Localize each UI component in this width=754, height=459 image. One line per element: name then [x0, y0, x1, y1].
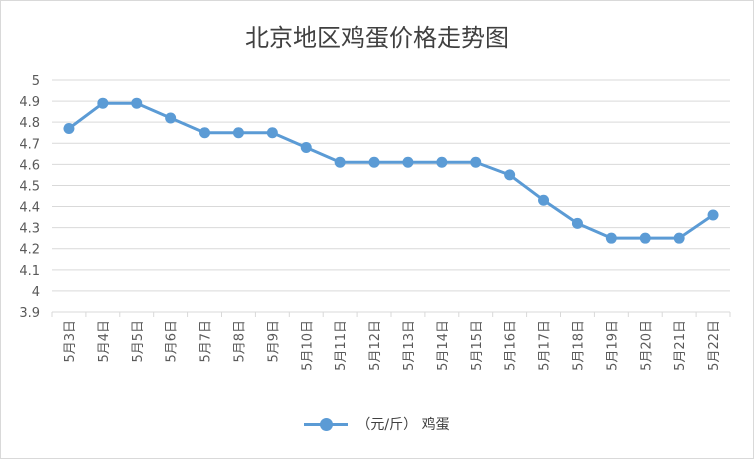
- x-tick-label: 5月5日: [131, 320, 146, 363]
- y-tick-label: 4.3: [19, 222, 40, 237]
- x-tick-label: 5月19日: [605, 320, 620, 371]
- x-tick-label: 5月14日: [436, 320, 451, 371]
- x-tick-label: 5月16日: [504, 320, 519, 371]
- data-point: [165, 112, 177, 124]
- x-tick-label: 5月20日: [639, 320, 654, 371]
- legend: （元/斤） 鸡蛋: [0, 414, 754, 434]
- data-point: [504, 169, 516, 181]
- x-tick-label: 5月7日: [199, 320, 214, 363]
- y-tick-label: 5: [32, 74, 40, 89]
- y-tick-label: 4.7: [19, 137, 40, 152]
- y-tick-label: 4.2: [19, 243, 40, 258]
- y-tick-label: 3.9: [19, 306, 40, 321]
- data-point: [639, 232, 651, 244]
- data-point: [436, 156, 448, 168]
- x-tick-label: 5月15日: [470, 320, 485, 371]
- data-point: [97, 97, 109, 109]
- data-point: [538, 194, 550, 206]
- y-tick-label: 4.9: [19, 95, 40, 110]
- x-tick-label: 5月12日: [368, 320, 383, 371]
- x-tick-label: 5月13日: [402, 320, 417, 371]
- data-point: [232, 127, 244, 139]
- legend-marker: [304, 417, 349, 431]
- data-point: [334, 156, 346, 168]
- series-line: [68, 101, 714, 240]
- x-tick-label: 5月10日: [300, 320, 315, 371]
- data-point: [707, 209, 719, 221]
- y-tick-label: 4.6: [19, 158, 40, 173]
- x-tick-label: 5月8日: [232, 320, 247, 363]
- x-tick-label: 5月18日: [571, 320, 586, 371]
- x-tick-label: 5月3日: [63, 320, 78, 363]
- data-point: [199, 127, 211, 139]
- y-tick-label: 4: [32, 285, 40, 300]
- chart-title: 北京地区鸡蛋价格走势图: [245, 24, 509, 52]
- data-point: [673, 232, 685, 244]
- x-tick-label: 5月4日: [97, 320, 112, 363]
- y-tick-label: 4.4: [19, 201, 40, 216]
- data-point: [368, 156, 380, 168]
- data-point: [605, 232, 617, 244]
- x-tick-label: 5月6日: [165, 320, 180, 363]
- x-tick-label: 5月11日: [334, 320, 349, 371]
- data-point: [131, 97, 143, 109]
- y-tick-label: 4.8: [19, 116, 40, 131]
- x-tick-label: 5月22日: [707, 320, 722, 371]
- data-point: [266, 127, 278, 139]
- data-point: [300, 141, 312, 153]
- x-tick-label: 5月21日: [673, 320, 688, 371]
- data-point: [470, 156, 482, 168]
- data-point: [63, 123, 75, 135]
- x-tick-label: 5月17日: [538, 320, 553, 371]
- data-point: [571, 217, 583, 229]
- x-tick-label: 5月9日: [266, 320, 281, 363]
- legend-label: （元/斤） 鸡蛋: [356, 417, 450, 433]
- y-tick-label: 4.5: [19, 179, 40, 194]
- y-tick-label: 4.1: [19, 264, 40, 279]
- data-point: [402, 156, 414, 168]
